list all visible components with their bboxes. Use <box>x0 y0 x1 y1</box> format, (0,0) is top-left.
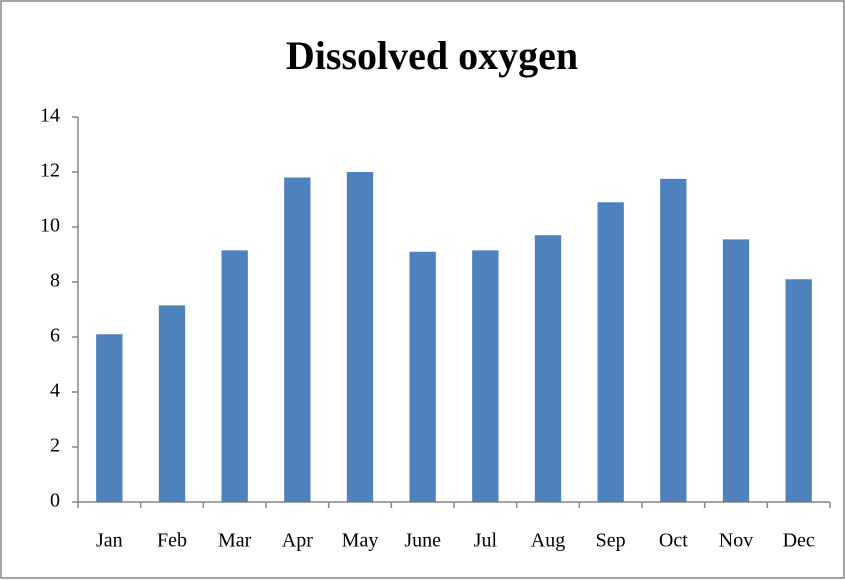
bar <box>221 250 248 502</box>
bar <box>284 177 311 502</box>
y-tick-label: 4 <box>50 380 60 402</box>
y-tick-label: 6 <box>50 325 60 347</box>
x-tick-label: Oct <box>659 530 688 552</box>
bar <box>158 305 186 502</box>
x-tick-label: Apr <box>282 530 313 552</box>
y-tick-label: 0 <box>50 490 60 512</box>
x-tick-label: Dec <box>783 530 815 552</box>
chart-title: Dissolved oxygen <box>286 33 578 78</box>
y-tick-label: 8 <box>50 270 60 292</box>
x-tick-label: Aug <box>531 530 565 552</box>
bar <box>409 251 436 502</box>
y-tick-label: 10 <box>40 215 60 237</box>
bar <box>785 279 812 502</box>
bar <box>472 250 499 502</box>
y-tick-label: 14 <box>40 105 60 127</box>
y-tick-label: 12 <box>40 160 60 182</box>
x-tick-label: Nov <box>719 530 753 552</box>
x-tick-label: June <box>404 530 441 552</box>
bar <box>96 334 123 502</box>
x-tick-label: Jul <box>474 530 498 552</box>
x-tick-label: Mar <box>218 530 252 552</box>
bar <box>346 172 374 502</box>
x-tick-label: Jan <box>96 530 123 552</box>
bar <box>597 202 624 502</box>
bar <box>660 178 687 502</box>
bar <box>722 239 750 502</box>
x-tick-label: May <box>342 530 379 552</box>
bar <box>534 235 562 502</box>
x-tick-label: Feb <box>157 530 187 552</box>
y-tick-label: 2 <box>50 435 60 457</box>
x-tick-label: Sep <box>596 530 626 552</box>
